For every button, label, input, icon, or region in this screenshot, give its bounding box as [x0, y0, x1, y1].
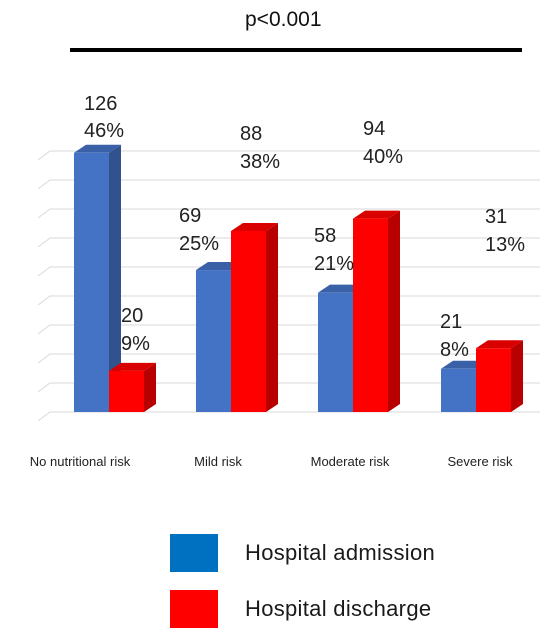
bar-admission-0 [74, 152, 109, 413]
bar-top [231, 222, 278, 231]
legend-label-discharge: Hospital discharge [245, 596, 432, 621]
data-label-count: 94 [363, 118, 385, 140]
bar-side [266, 222, 278, 412]
data-label-percent: 13% [485, 234, 525, 256]
bar-chart: No nutritional risk Mild risk Moderate ris… [30, 48, 540, 469]
bar-discharge-1 [231, 230, 266, 412]
data-label-percent: 38% [240, 151, 280, 173]
data-label-percent: 9% [121, 333, 150, 355]
bar-discharge-2 [353, 218, 388, 412]
data-label-count: 126 [84, 93, 117, 115]
gridline [37, 208, 540, 219]
bar-side [511, 340, 523, 412]
bar-top [476, 340, 523, 349]
bar-top [353, 210, 400, 219]
data-label-percent: 46% [84, 120, 124, 142]
data-label-count: 88 [240, 123, 262, 145]
category-label: Severe risk [447, 454, 513, 469]
bar-side [109, 144, 121, 413]
bar-side [388, 210, 400, 412]
bar-top [74, 144, 121, 153]
category-label: Mild risk [194, 454, 242, 469]
data-labels: 126 46% 20 9% 69 25% 88 38% 58 21% 94 40% 21 8% 31 13% [84, 93, 525, 361]
bar-side [144, 362, 156, 412]
bar-discharge-3 [476, 348, 511, 412]
data-label-percent: 8% [440, 339, 469, 361]
data-label-count: 31 [485, 206, 507, 228]
data-label-percent: 25% [179, 233, 219, 255]
category-label: No nutritional risk [30, 454, 131, 469]
legend-label-admission: Hospital admission [245, 540, 436, 565]
gridline [37, 150, 540, 161]
data-label-count: 21 [440, 311, 462, 333]
bar-admission-3 [441, 368, 476, 412]
data-label-percent: 40% [363, 146, 403, 168]
bar-admission-1 [196, 270, 231, 412]
data-label-count: 20 [121, 305, 143, 327]
bar-top [109, 362, 156, 371]
category-labels: No nutritional risk Mild risk Moderate ris… [30, 454, 513, 469]
gridline [37, 179, 540, 190]
data-label-count: 69 [179, 205, 201, 227]
data-label-count: 58 [314, 225, 336, 247]
bar-admission-2 [318, 292, 353, 412]
legend-swatch-admission [170, 534, 218, 572]
bars [74, 144, 523, 413]
gridline [37, 411, 540, 422]
data-label-percent: 21% [314, 253, 354, 275]
legend-swatch-discharge [170, 590, 218, 628]
category-label: Moderate risk [311, 454, 390, 469]
bar-discharge-0 [109, 370, 144, 412]
significance-annotation: p<0.001 [245, 8, 322, 31]
